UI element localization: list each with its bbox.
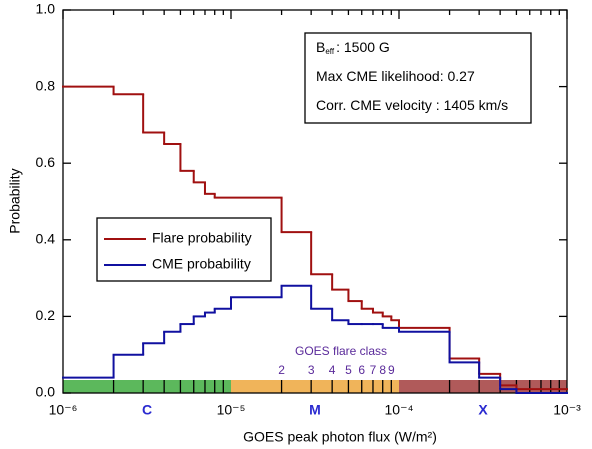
legend-label: Flare probability	[152, 230, 252, 246]
class-label: M	[309, 402, 321, 418]
class-tick-label: 6	[358, 363, 365, 377]
x-tick-label: 10⁻⁴	[385, 402, 414, 418]
plot-frame	[62, 9, 568, 394]
annotation-text: : 1500 G	[336, 39, 390, 55]
annotation: Corr. CME velocity : 1405 km/s	[316, 97, 508, 113]
annotation-box	[304, 32, 532, 124]
y-tick-label: 0.6	[36, 154, 56, 170]
class-label: C	[142, 402, 152, 418]
legend-box	[96, 217, 272, 282]
y-tick-label: 0.4	[36, 231, 56, 247]
annotation-text: Max CME likelihood: 0.27	[316, 68, 475, 84]
class-tick-label: 8	[379, 363, 386, 377]
y-tick-label: 1.0	[36, 1, 56, 17]
class-label: X	[478, 402, 488, 418]
annotation-subscript: eff	[325, 47, 335, 56]
class-tick-label: 5	[345, 363, 352, 377]
y-tick-label: 0.2	[36, 307, 56, 323]
step-riser	[112, 285, 518, 393]
class-axis-title: GOES flare class	[295, 344, 387, 358]
y-axis-label: Probability	[7, 168, 23, 233]
class-tick-label: 9	[388, 363, 395, 377]
class-tick-label: 7	[370, 363, 377, 377]
class-tick-label: 3	[308, 363, 315, 377]
annotation: Max CME likelihood: 0.27	[316, 68, 475, 84]
x-tick-label: 10⁻⁵	[217, 402, 246, 418]
annotation-symbol: B	[316, 39, 325, 55]
x-tick-label: 10⁻⁶	[49, 402, 78, 418]
y-tick-label: 0.8	[36, 77, 56, 93]
legend-label: CME probability	[152, 256, 251, 272]
class-tick-label: 4	[329, 363, 336, 377]
x-axis-label: GOES peak photon flux (W/m²)	[243, 429, 437, 445]
x-tick-label: 10⁻³	[553, 402, 581, 418]
annotation-text: Corr. CME velocity : 1405 km/s	[316, 97, 508, 113]
class-band	[231, 380, 399, 393]
annotation: Beff: 1500 G	[316, 39, 390, 56]
class-band	[63, 380, 231, 393]
y-tick-label: 0.0	[36, 384, 56, 400]
class-tick-label: 2	[278, 363, 285, 377]
class-band	[399, 380, 567, 393]
